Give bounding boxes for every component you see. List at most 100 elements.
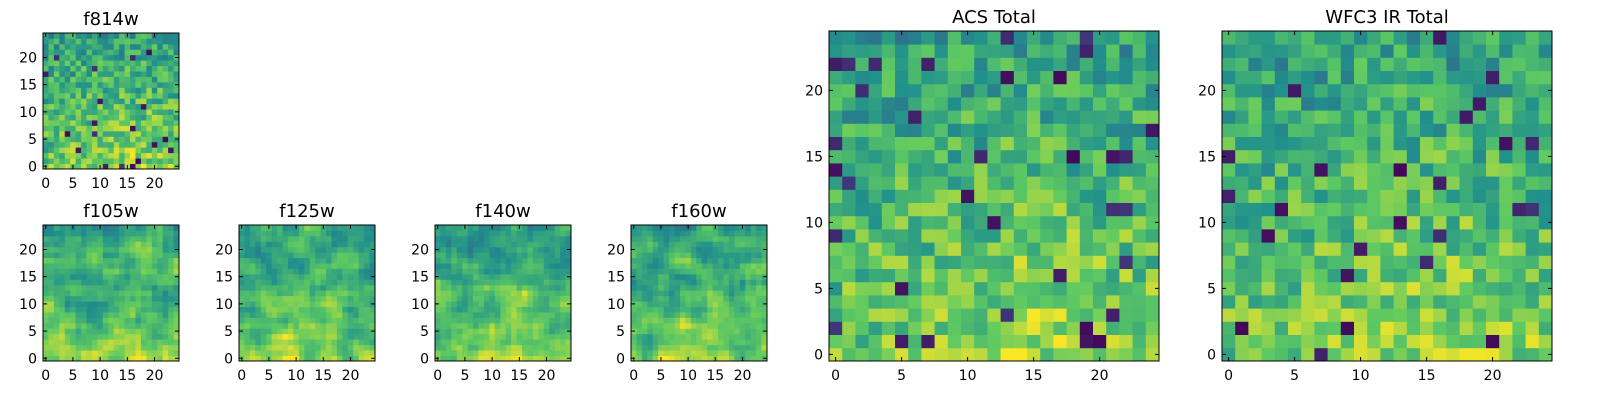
heatmap-cell (81, 295, 87, 302)
heatmap-cell (895, 334, 909, 349)
heatmap-cell (173, 43, 180, 50)
heatmap-cell (239, 230, 245, 237)
heatmap-cell (723, 284, 730, 291)
heatmap-cell (868, 281, 883, 296)
heatmap-cell (1106, 295, 1120, 309)
heatmap-cell (707, 312, 713, 318)
heatmap-cell (331, 263, 338, 269)
heatmap-cell (75, 246, 82, 253)
heatmap-cell (1106, 268, 1120, 283)
heatmap-cell (64, 54, 71, 61)
heatmap-cell (331, 333, 338, 340)
heatmap-cell (130, 152, 136, 159)
heatmap-cell (652, 355, 659, 362)
heatmap-cell (445, 355, 452, 362)
heatmap-cell (1420, 202, 1434, 217)
heatmap-cell (1079, 44, 1094, 58)
heatmap-cell (641, 333, 648, 340)
axes-frame (434, 224, 572, 362)
heatmap-cell (647, 273, 654, 280)
heatmap-cell (1327, 44, 1342, 58)
heatmap-cell (445, 252, 452, 259)
heatmap-cell (81, 81, 87, 88)
heatmap-cell (64, 65, 71, 72)
heatmap-cell (478, 344, 485, 351)
heatmap-cell (718, 257, 724, 264)
heatmap-cell (1512, 321, 1526, 335)
heatmap-cell (146, 141, 153, 148)
heatmap-cell (309, 252, 316, 259)
heatmap-cell (1013, 83, 1028, 98)
heatmap-cell (631, 230, 637, 237)
heatmap-cell (108, 109, 115, 115)
heatmap-cell (707, 350, 713, 356)
heatmap-cell (1327, 281, 1342, 296)
heatmap-cell (364, 339, 370, 346)
heatmap-cell (934, 44, 949, 58)
heatmap-cell (1538, 281, 1553, 296)
heatmap-cell (1380, 308, 1394, 322)
heatmap-cell (947, 229, 962, 243)
heatmap-cell (86, 81, 93, 88)
heatmap-cell (309, 350, 316, 356)
heatmap-cell (1538, 242, 1553, 256)
heatmap-cell (1512, 268, 1526, 283)
heatmap-cell (347, 268, 354, 275)
heatmap-cell (511, 268, 517, 275)
heatmap-cell (451, 225, 458, 231)
heatmap-cell (701, 333, 708, 340)
heatmap-cell (974, 347, 988, 362)
heatmap-cell (113, 263, 120, 269)
heatmap-cell (48, 263, 55, 269)
heatmap-cell (91, 49, 98, 56)
heatmap-cell (282, 301, 289, 307)
heatmap-cell (696, 322, 703, 329)
heatmap-cell (124, 246, 131, 253)
x-tick-label: 20 (1484, 368, 1502, 384)
heatmap-cell (483, 284, 490, 291)
heatmap-cell (287, 344, 294, 351)
heatmap-cell (734, 344, 741, 351)
heatmap-cell (162, 241, 169, 248)
heatmap-cell (974, 176, 988, 190)
heatmap-cell (1446, 321, 1460, 335)
heatmap-cell (554, 344, 561, 351)
heatmap-cell (1486, 308, 1500, 322)
heatmap-cell (64, 344, 71, 351)
heatmap-cell (934, 347, 949, 362)
heatmap-cell (1472, 334, 1487, 349)
heatmap-cell (696, 257, 703, 264)
heatmap-cell (685, 317, 692, 324)
heatmap-cell (70, 230, 77, 237)
heatmap-cell (81, 279, 87, 286)
heatmap-cell (522, 306, 528, 313)
heatmap-cell (745, 339, 752, 346)
heatmap-cell (1106, 229, 1120, 243)
heatmap-cell (1222, 70, 1236, 85)
heatmap-cell (516, 295, 523, 302)
heatmap-cell (130, 317, 136, 324)
heatmap-cell (151, 49, 158, 56)
heatmap-cell (707, 279, 713, 286)
heatmap-cell (549, 273, 556, 280)
heatmap-cell (239, 350, 245, 356)
heatmap-cell (342, 333, 349, 340)
heatmap-cell (1406, 281, 1421, 296)
heatmap-cell (353, 355, 360, 362)
heatmap-cell (260, 306, 267, 313)
heatmap-cell (358, 350, 365, 356)
heatmap-cell (511, 301, 517, 307)
heatmap-cell (961, 176, 975, 190)
heatmap-cell (53, 60, 60, 67)
heatmap-cell (511, 241, 517, 248)
heatmap-cell (641, 284, 648, 291)
heatmap-cell (1119, 70, 1133, 85)
heatmap-cell (696, 333, 703, 340)
heatmap-cell (641, 295, 648, 302)
heatmap-cell (739, 263, 746, 269)
heatmap-cell (483, 225, 490, 231)
heatmap-cell (745, 263, 752, 269)
heatmap-cell (1314, 308, 1328, 322)
heatmap-cell (135, 87, 142, 94)
heatmap-cell (745, 306, 752, 313)
